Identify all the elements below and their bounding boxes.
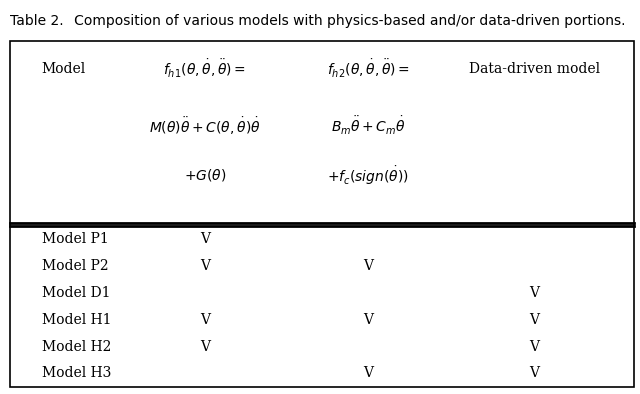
Text: Composition of various models with physics-based and/or data-driven portions.: Composition of various models with physi…	[61, 14, 625, 28]
Text: Model P2: Model P2	[42, 259, 108, 273]
Text: Model D1: Model D1	[42, 286, 110, 300]
Text: $f_{h1}(\theta,\dot{\theta},\ddot{\theta}) =$: $f_{h1}(\theta,\dot{\theta},\ddot{\theta…	[163, 58, 246, 80]
Text: V: V	[200, 232, 210, 246]
Text: $+f_c(sign(\dot{\theta}))$: $+f_c(sign(\dot{\theta}))$	[327, 164, 409, 187]
Bar	[10, 41, 634, 387]
Text: Model H2: Model H2	[42, 340, 111, 354]
Text: V: V	[200, 259, 210, 273]
Text: $B_m\ddot{\theta}+C_m\dot{\theta}$: $B_m\ddot{\theta}+C_m\dot{\theta}$	[331, 115, 405, 137]
Text: V: V	[363, 313, 373, 327]
Text: $M(\theta)\ddot{\theta}+C(\theta,\dot{\theta})\dot{\theta}$: $M(\theta)\ddot{\theta}+C(\theta,\dot{\t…	[149, 115, 260, 137]
Text: V: V	[529, 286, 540, 300]
Text: V: V	[529, 366, 540, 381]
Text: Model P1: Model P1	[42, 232, 108, 246]
Text: Model: Model	[42, 62, 86, 76]
Text: Data-driven model: Data-driven model	[469, 62, 600, 76]
Text: $+G(\theta)$: $+G(\theta)$	[184, 167, 226, 183]
Text: V: V	[529, 313, 540, 327]
Text: Table 2.: Table 2.	[10, 14, 63, 28]
Text: $f_{h2}(\theta,\dot{\theta},\ddot{\theta}) =$: $f_{h2}(\theta,\dot{\theta},\ddot{\theta…	[326, 58, 410, 80]
Text: Model H3: Model H3	[42, 366, 111, 381]
Text: V: V	[200, 313, 210, 327]
Text: V: V	[363, 366, 373, 381]
Text: V: V	[529, 340, 540, 354]
Text: V: V	[200, 340, 210, 354]
Text: Model H1: Model H1	[42, 313, 111, 327]
Text: V: V	[363, 259, 373, 273]
